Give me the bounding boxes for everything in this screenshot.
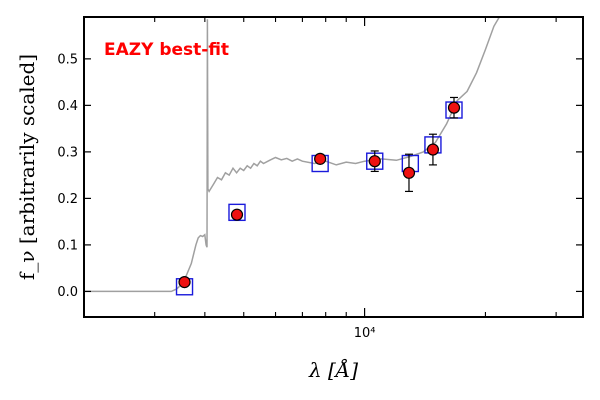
y-tick-label: 0.3: [57, 145, 78, 160]
y-ticks: 0.0 0.1 0.2 0.3 0.4 0.5: [57, 52, 583, 300]
model-flux-boxes-layer: [175, 101, 463, 296]
y-tick-label: 0.5: [57, 52, 78, 67]
y-tick-label: 0.4: [57, 99, 78, 114]
y-tick-label: 0.2: [57, 192, 78, 207]
x-axis-label: λ [Å]: [308, 357, 358, 382]
model-spectrum-layer: [84, 17, 501, 293]
observed-point: [426, 143, 440, 156]
plot-frame: [83, 16, 584, 318]
x-tick-label: 10⁴: [354, 326, 376, 341]
annotation-text: EAZY best-fit: [104, 40, 229, 60]
observed-points-layer: [178, 96, 461, 289]
observed-point: [447, 101, 461, 114]
observed-point: [178, 276, 191, 289]
y-tick-label: 0.1: [57, 238, 78, 253]
model-spectrum-line: [84, 17, 501, 293]
y-tick-label: 0.0: [57, 285, 78, 300]
observed-point: [402, 166, 416, 179]
observed-point: [230, 208, 244, 221]
observed-point: [314, 152, 327, 165]
y-axis-label: f_ν [arbitrarily scaled]: [15, 54, 39, 280]
x-ticks: 10⁴: [154, 17, 557, 341]
observed-point: [368, 155, 381, 168]
